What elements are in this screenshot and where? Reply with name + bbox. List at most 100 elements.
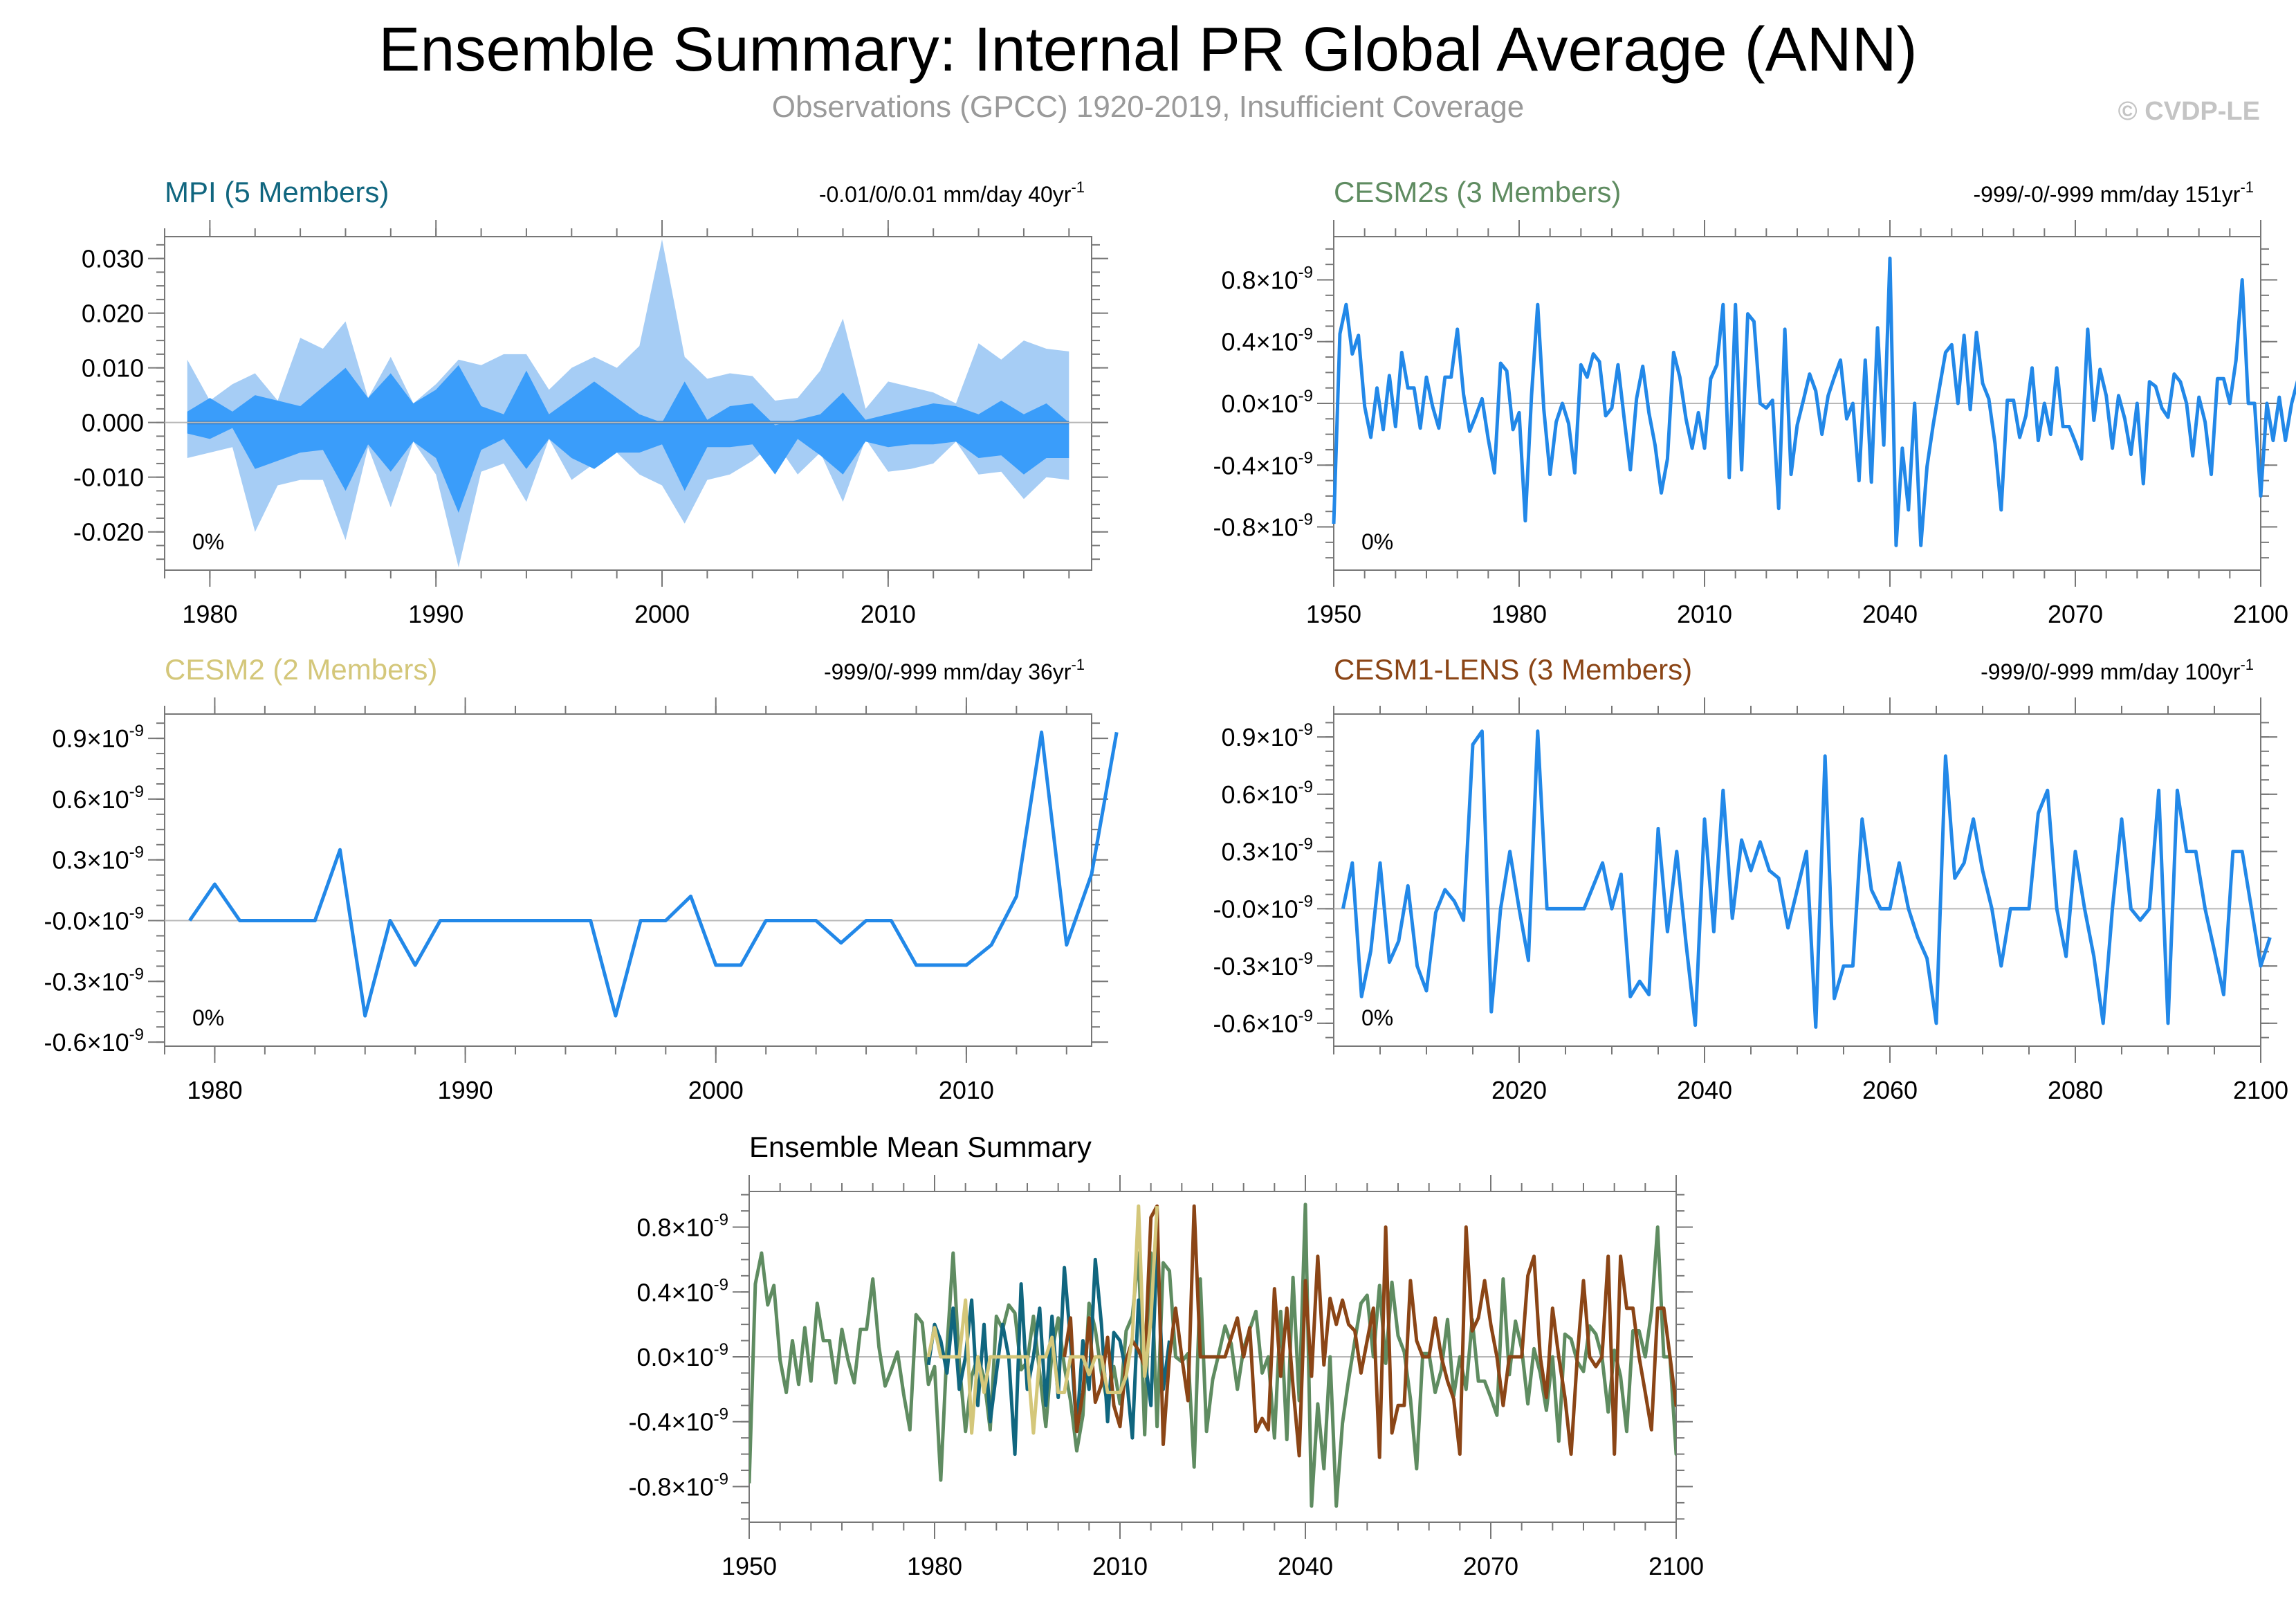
cesm2-y-tick-exponent: -9 xyxy=(129,1025,144,1044)
cesm1-title: CESM1-LENS (3 Members) xyxy=(1334,653,1692,686)
cesm2-series-line xyxy=(188,730,1119,1018)
ensemble-x-tick-label: 2070 xyxy=(1463,1552,1518,1580)
cesm1-stats-exponent: -1 xyxy=(2240,656,2254,673)
cesm1-y-tick-label: -0.6×10-9 xyxy=(1213,1007,1313,1038)
ensemble-y-tick-label: 0.0×10-9 xyxy=(637,1340,728,1371)
cesm2-x-tick-label: 2010 xyxy=(939,1076,994,1104)
cesm2-y-tick-suffix: ×10 xyxy=(87,846,129,875)
ensemble-cesm2-line xyxy=(926,1204,1159,1435)
mpi-stats: -0.01/0/0.01 mm/day 40yr-1 xyxy=(819,179,1085,207)
cesm1-y-tick-suffix: ×10 xyxy=(1256,780,1298,809)
cesm1-y-tick-exponent: -9 xyxy=(1298,949,1313,968)
cesm2-y-tick-suffix: ×10 xyxy=(87,1028,129,1057)
ensemble-series xyxy=(749,1203,1676,1508)
cesm2s-y-tick-exponent: -9 xyxy=(1298,263,1313,282)
mpi-y-tick-label: 0.010 xyxy=(82,354,144,383)
cesm1-x-tick-label: 2080 xyxy=(2048,1076,2103,1104)
cesm2-y-tick-suffix: ×10 xyxy=(87,907,129,935)
cesm2-y-tick-suffix: ×10 xyxy=(87,785,129,814)
cesm1-y-tick-label: -0.0×10-9 xyxy=(1213,892,1313,923)
cesm2-y-tick-label: 0.6×10-9 xyxy=(53,783,144,814)
cesm1-y-tick-exponent: -9 xyxy=(1298,720,1313,739)
cesm2-y-tick-exponent: -9 xyxy=(129,904,144,923)
cesm2s-axes: 1950 1980 2010 2040 2070 2100 0.8×10-9 0.4×10-9… xyxy=(1213,220,2288,628)
cesm2-stats: -999/0/-999 mm/day 36yr-1 xyxy=(824,656,1085,684)
cesm1-y-tick-suffix: ×10 xyxy=(1256,838,1298,866)
cesm2s-x-tick-label: 1980 xyxy=(1491,600,1547,628)
ensemble-x-tick-label: 2040 xyxy=(1278,1552,1333,1580)
cesm1-y-tick-label: 0.9×10-9 xyxy=(1222,720,1313,751)
mpi-percent-label: 0% xyxy=(192,529,224,554)
mpi-series xyxy=(187,239,1069,567)
mpi-x-tick-label: 1990 xyxy=(408,600,463,628)
cesm1-y-tick-label: 0.6×10-9 xyxy=(1222,778,1313,809)
cesm1-x-tick-label: 2100 xyxy=(2233,1076,2288,1104)
cesm2s-y-tick-suffix: ×10 xyxy=(1256,513,1298,542)
mpi-outer-range-band xyxy=(187,239,1069,567)
ensemble-y-tick-label: 0.4×10-9 xyxy=(637,1275,728,1306)
cesm2s-stats-exponent: -1 xyxy=(2240,179,2254,196)
cesm2-y-tick-suffix: ×10 xyxy=(87,967,129,996)
cesm1-series-line xyxy=(1341,729,2272,1029)
cesm2s-x-tick-label: 2100 xyxy=(2233,600,2288,628)
cesm1-y-tick-exponent: -9 xyxy=(1298,778,1313,796)
figure-title: Ensemble Summary: Internal PR Global Ave… xyxy=(378,15,1918,84)
cesm2s-title: CESM2s (3 Members) xyxy=(1334,176,1621,208)
cesm2s-y-tick-exponent: -9 xyxy=(1298,511,1313,529)
ensemble-y-tick-suffix: ×10 xyxy=(672,1472,714,1501)
cesm2s-y-tick-suffix: ×10 xyxy=(1256,266,1298,294)
ensemble-y-tick-suffix: ×10 xyxy=(672,1278,714,1306)
ensemble-y-tick-suffix: ×10 xyxy=(672,1408,714,1436)
ensemble-y-tick-label: -0.4×10-9 xyxy=(629,1405,728,1436)
cesm1-y-tick-suffix: ×10 xyxy=(1256,1009,1298,1038)
cesm2s-y-tick-suffix: ×10 xyxy=(1256,328,1298,356)
cesm2s-x-tick-label: 2010 xyxy=(1677,600,1732,628)
cesm1-x-tick-label: 2040 xyxy=(1677,1076,1732,1104)
cesm2-y-tick-label: 0.9×10-9 xyxy=(53,722,144,753)
mpi-title: MPI (5 Members) xyxy=(165,176,389,208)
ensemble-y-tick-suffix: ×10 xyxy=(672,1214,714,1242)
cesm2s-y-tick-label: 0.8×10-9 xyxy=(1222,263,1313,294)
cesm1-y-tick-suffix: ×10 xyxy=(1256,895,1298,923)
cesm2-x-tick-label: 1980 xyxy=(187,1076,242,1104)
cesm2s-percent-label: 0% xyxy=(1361,529,1393,554)
mpi-y-tick-label: 0.000 xyxy=(82,409,144,437)
mpi-x-tick-label: 2000 xyxy=(634,600,690,628)
cesm2s-y-tick-label: 0.4×10-9 xyxy=(1222,325,1313,356)
cesm2s-y-tick-exponent: -9 xyxy=(1298,448,1313,467)
ensemble-x-tick-label: 2010 xyxy=(1092,1552,1148,1580)
cesm1-y-tick-label: 0.3×10-9 xyxy=(1222,835,1313,866)
cesm1-y-tick-suffix: ×10 xyxy=(1256,723,1298,751)
cesm2-y-tick-label: -0.0×10-9 xyxy=(44,904,144,935)
ensemble-mpi-line xyxy=(926,1241,1171,1456)
cesm2-y-tick-label: -0.3×10-9 xyxy=(44,965,144,996)
mpi-y-tick-label: 0.020 xyxy=(82,300,144,328)
cesm1-y-tick-exponent: -9 xyxy=(1298,835,1313,854)
cesm2-y-tick-label: 0.3×10-9 xyxy=(53,843,144,875)
cesm2s-y-tick-label: -0.4×10-9 xyxy=(1213,448,1313,479)
cesm1-y-tick-exponent: -9 xyxy=(1298,892,1313,911)
mpi-y-tick-label: 0.030 xyxy=(82,245,144,273)
cesm2s-y-tick-exponent: -9 xyxy=(1298,387,1313,405)
ensemble-y-tick-suffix: ×10 xyxy=(672,1343,714,1371)
cesm2s-y-tick-label: -0.8×10-9 xyxy=(1213,511,1313,542)
cesm2-x-tick-label: 1990 xyxy=(438,1076,493,1104)
cesm2-title: CESM2 (2 Members) xyxy=(165,653,437,686)
mpi-stats-exponent: -1 xyxy=(1071,179,1085,196)
cesm2s-y-tick-suffix: ×10 xyxy=(1256,451,1298,479)
mpi-x-tick-label: 1980 xyxy=(182,600,237,628)
cesm1-x-tick-label: 2060 xyxy=(1862,1076,1918,1104)
cesm2-stats-exponent: -1 xyxy=(1071,656,1085,673)
ensemble-cesm2s-line xyxy=(749,1203,1676,1508)
ensemble-cesm1-line xyxy=(1063,1204,1676,1459)
cesm2-x-tick-label: 2000 xyxy=(688,1076,744,1104)
ensemble-axes: 1950 1980 2010 2040 2070 2100 0.8×10-9 0.4×10-9… xyxy=(629,1175,1704,1580)
cesm1-stats: -999/0/-999 mm/day 100yr-1 xyxy=(1981,656,2254,684)
ensemble-x-tick-label: 2100 xyxy=(1648,1552,1704,1580)
mpi-inner-range-band xyxy=(187,365,1069,513)
cesm2s-y-tick-exponent: -9 xyxy=(1298,325,1313,344)
cesm2-y-tick-exponent: -9 xyxy=(129,783,144,801)
cesm2s-x-tick-label: 2040 xyxy=(1862,600,1918,628)
cesm2s-y-tick-label: 0.0×10-9 xyxy=(1222,387,1313,418)
ensemble-y-tick-exponent: -9 xyxy=(714,1340,728,1359)
